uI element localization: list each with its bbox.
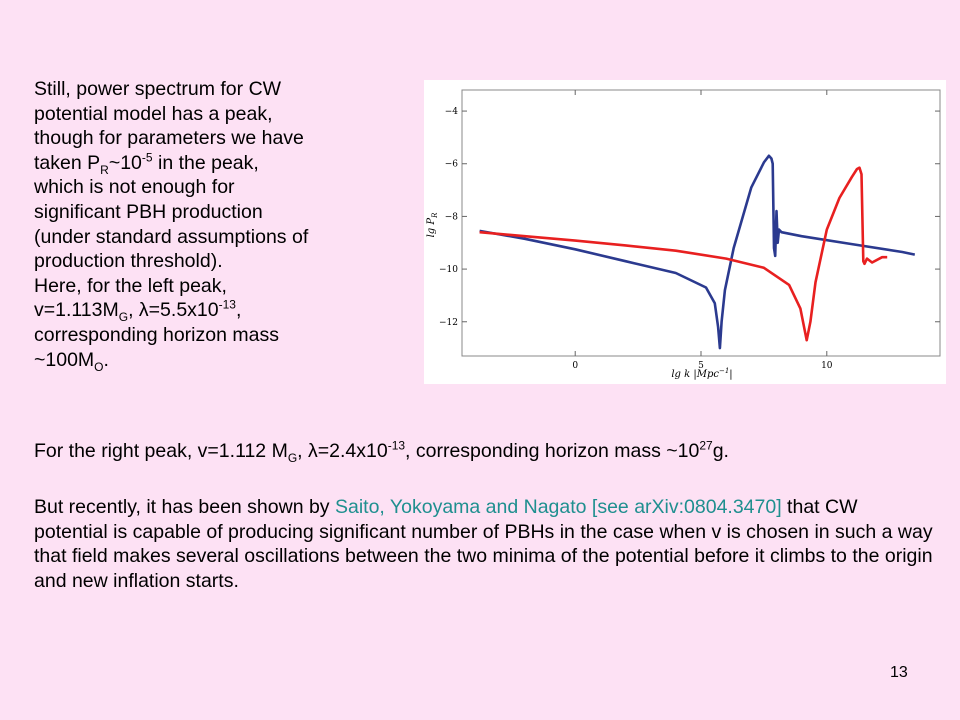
y-tick-label: −10 [439, 265, 458, 275]
page-number: 13 [890, 664, 908, 681]
text-run: , λ=2.4x10 [297, 440, 388, 462]
right-peak-paragraph: For the right peak, v=1.112 MG, λ=2.4x10… [34, 439, 934, 464]
x-tick-label: 10 [821, 361, 833, 371]
superscript: -13 [387, 438, 406, 453]
text-run: , corresponding horizon mass ~10 [405, 440, 700, 462]
subscript: R [100, 162, 109, 177]
text-line: (under standard assumptions of [34, 225, 309, 248]
recent-paragraph: But recently, it has been shown by Saito… [34, 495, 934, 593]
y-axis-label-sub: R [431, 212, 439, 219]
y-tick-label: −8 [445, 212, 459, 222]
x-axis-label-tail: | [729, 369, 732, 380]
text-line: production threshold). [34, 250, 223, 273]
y-axis-label: lg PR [426, 212, 439, 238]
text-run: But recently, it has been shown by [34, 496, 335, 518]
text-run: that CW potential is capable of producin… [34, 496, 933, 592]
subscript: G [118, 310, 129, 325]
superscript: -13 [218, 297, 236, 312]
text-run: For the right peak, v=1.112 M [34, 440, 288, 462]
text-line: corresponding horizon mass [34, 323, 279, 346]
superscript: 27 [699, 438, 713, 453]
y-axis-label-main: lg P [426, 218, 437, 238]
subscript: G [287, 450, 298, 465]
superscript: -5 [141, 150, 153, 165]
left-paragraph: Still, power spectrum for CW potential m… [34, 77, 414, 372]
text-line: though for parameters we have [34, 127, 304, 150]
citation-link[interactable]: Saito, Yokoyama and Nagato [see arXiv:08… [334, 496, 782, 518]
text-line: which is not enough for [34, 176, 235, 199]
text-line: . [103, 348, 109, 371]
y-tick-label: −4 [445, 107, 459, 117]
x-tick-label: 5 [698, 361, 704, 371]
plot-svg: 0 5 10 −4 −6 −8 −10 −12 lg k |Mpc−1| lg PR [426, 89, 941, 380]
text-line: ~10 [108, 151, 142, 174]
text-line: Here, for the left peak, [34, 274, 227, 297]
text-line: in the peak, [152, 151, 259, 174]
text-line: v=1.113M [34, 299, 119, 322]
text-line: ~100M [34, 348, 95, 371]
y-tick-label: −12 [439, 318, 458, 328]
subscript: O [94, 359, 104, 374]
x-axis-label-sup: −1 [719, 367, 729, 375]
plot-frame [461, 89, 941, 357]
power-spectrum-plot: 0 5 10 −4 −6 −8 −10 −12 lg k |Mpc−1| lg PR [424, 80, 946, 384]
text-line: , [235, 299, 242, 322]
text-line: Still, power spectrum for CW [34, 78, 282, 100]
x-axis-label: lg k |Mpc−1| [671, 367, 732, 380]
y-tick-label: −6 [445, 160, 459, 170]
series-line-1 [479, 154, 916, 350]
x-tick-label: 0 [572, 361, 578, 371]
text-run: g. [712, 440, 729, 462]
text-line: significant PBH production [34, 200, 263, 223]
series-line-2 [479, 166, 888, 342]
text-line: , λ=5.5x10 [128, 299, 219, 322]
x-axis-label-main: lg k |Mpc [671, 369, 719, 380]
text-line: potential model has a peak, [34, 102, 273, 125]
text-line: taken P [34, 151, 101, 174]
